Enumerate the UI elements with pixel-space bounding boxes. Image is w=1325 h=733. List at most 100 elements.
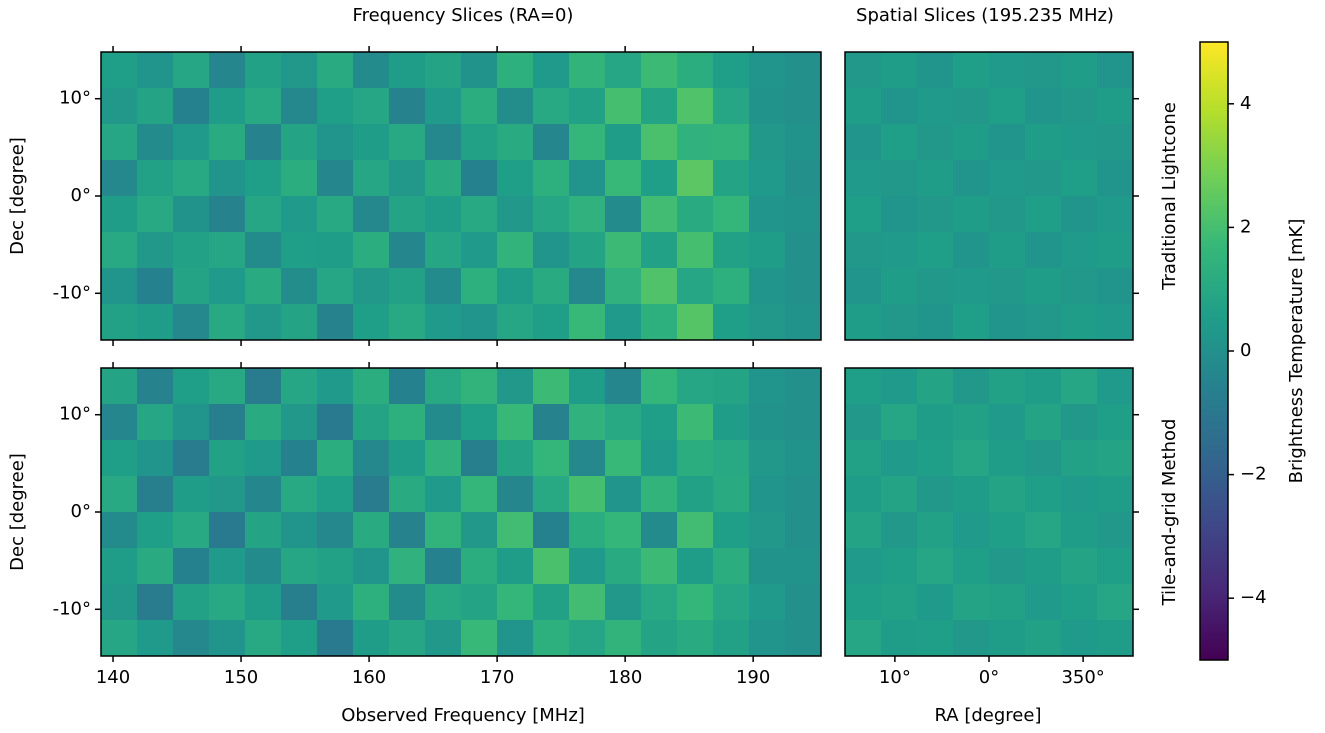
heatmap-cell <box>605 268 642 305</box>
y-tick-label: -10° <box>53 282 91 303</box>
heatmap-cell <box>1061 268 1098 305</box>
heatmap-cell <box>677 368 714 405</box>
heatmap-cell <box>353 620 390 657</box>
heatmap-cell <box>989 620 1026 657</box>
heatmap-cell <box>209 548 246 585</box>
heatmap-cell <box>569 124 606 161</box>
heatmap-cell <box>953 304 990 341</box>
heatmap-cell <box>353 404 390 441</box>
heatmap-cell <box>425 512 462 549</box>
heatmap-cell <box>713 548 750 585</box>
heatmap-cell <box>989 160 1026 197</box>
heatmap-cell <box>281 196 318 233</box>
heatmap-cell <box>425 232 462 269</box>
heatmap-cell <box>953 124 990 161</box>
heatmap-cell <box>845 52 882 89</box>
heatmap-cell <box>749 584 786 621</box>
heatmap-cell <box>917 404 954 441</box>
heatmap-cell <box>605 124 642 161</box>
heatmap-cell <box>641 548 678 585</box>
heatmap-cell <box>317 196 354 233</box>
heatmap-cell <box>317 52 354 89</box>
heatmap-cell <box>137 160 174 197</box>
heatmap-cell <box>641 124 678 161</box>
heatmap-cell <box>497 232 534 269</box>
heatmap-cell <box>461 440 498 477</box>
heatmap-cell <box>749 404 786 441</box>
heatmap-cell <box>1025 512 1062 549</box>
heatmap-cell <box>209 232 246 269</box>
x-tick-label: 10° <box>879 667 911 688</box>
heatmap-cell <box>353 440 390 477</box>
heatmap-cell <box>533 196 570 233</box>
heatmap-cell <box>917 232 954 269</box>
heatmap-cell <box>713 160 750 197</box>
heatmap-cell <box>101 476 138 513</box>
heatmap-cell <box>101 52 138 89</box>
heatmap-cell <box>461 88 498 125</box>
heatmap-cell <box>605 440 642 477</box>
heatmap-cell <box>677 548 714 585</box>
heatmap-cell <box>353 160 390 197</box>
heatmap-cell <box>425 52 462 89</box>
heatmap-cell <box>1061 52 1098 89</box>
heatmap-cell <box>101 368 138 405</box>
heatmap-cell <box>461 476 498 513</box>
heatmap-cell <box>461 304 498 341</box>
heatmap-cell <box>641 268 678 305</box>
heatmap-cell <box>281 548 318 585</box>
heatmap-cell <box>569 268 606 305</box>
heatmap-cell <box>845 440 882 477</box>
heatmap-cell <box>881 196 918 233</box>
heatmap-cell <box>785 404 822 441</box>
heatmap-cell <box>605 160 642 197</box>
heatmap-cell <box>917 88 954 125</box>
heatmap-cell <box>1097 440 1134 477</box>
heatmap-cell <box>749 368 786 405</box>
heatmap-cell <box>497 88 534 125</box>
heatmap-cell <box>569 476 606 513</box>
heatmap-cell <box>353 124 390 161</box>
heatmap-cell <box>389 440 426 477</box>
heatmap-cell <box>953 268 990 305</box>
heatmap-cell <box>245 548 282 585</box>
heatmap-cell <box>641 52 678 89</box>
heatmap-cell <box>953 160 990 197</box>
heatmap-cell <box>641 304 678 341</box>
heatmap-cell <box>533 548 570 585</box>
heatmap-cell <box>713 512 750 549</box>
heatmap-cell <box>845 404 882 441</box>
heatmap-cell <box>389 268 426 305</box>
heatmap-cell <box>173 368 210 405</box>
heatmap-cell <box>317 620 354 657</box>
heatmap-cell <box>389 368 426 405</box>
heatmap-cell <box>845 124 882 161</box>
heatmap-cell <box>917 584 954 621</box>
heatmap-cell <box>605 232 642 269</box>
heatmap-cell <box>1025 88 1062 125</box>
heatmap-cell <box>209 52 246 89</box>
heatmap-cell <box>389 476 426 513</box>
heatmap-cell <box>425 196 462 233</box>
heatmap-cell <box>173 440 210 477</box>
heatmap-cell <box>1097 88 1134 125</box>
heatmap-cell <box>881 584 918 621</box>
heatmap-cell <box>389 196 426 233</box>
heatmap-cell <box>389 304 426 341</box>
heatmap-cell <box>425 160 462 197</box>
heatmap-cell <box>953 548 990 585</box>
heatmap-cell <box>245 476 282 513</box>
heatmap-cell <box>569 368 606 405</box>
heatmap-cell <box>281 440 318 477</box>
heatmap-cell <box>101 196 138 233</box>
heatmap-cell <box>677 404 714 441</box>
heatmap-cell <box>497 512 534 549</box>
heatmap-cell <box>989 548 1026 585</box>
x-tick-label: 350° <box>1061 667 1104 688</box>
heatmap-cell <box>569 304 606 341</box>
x-tick-label: 140 <box>96 667 130 688</box>
heatmap-cell <box>209 268 246 305</box>
heatmap-cell <box>713 304 750 341</box>
heatmap-cell <box>173 512 210 549</box>
